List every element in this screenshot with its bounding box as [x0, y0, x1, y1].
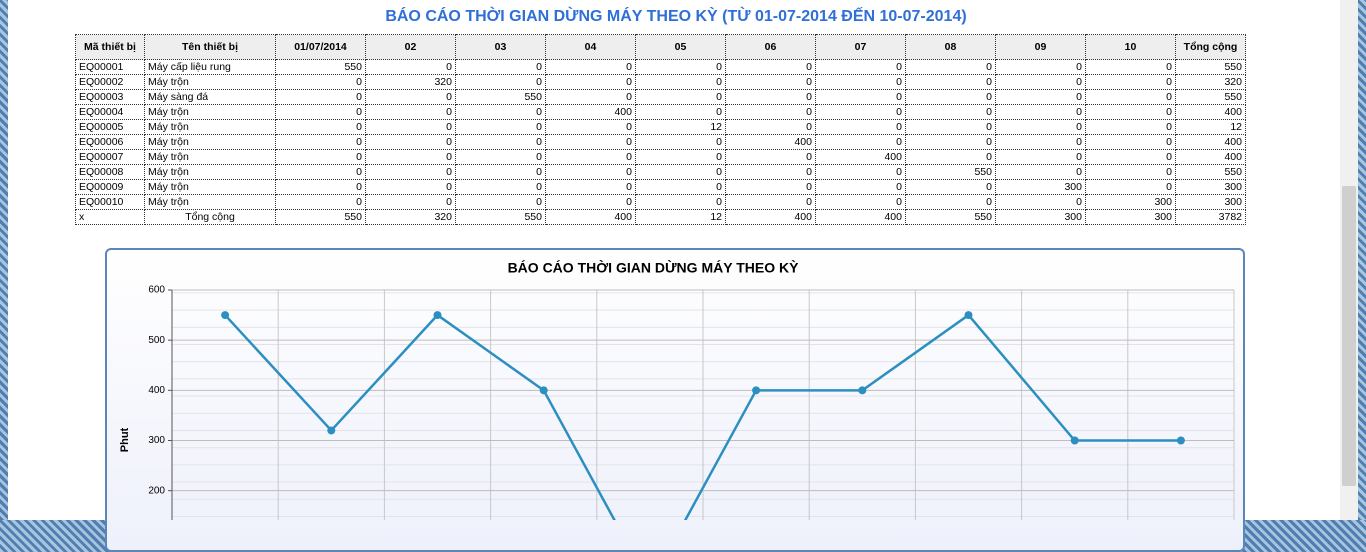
cell: EQ00009	[75, 179, 145, 195]
y-tick-label: 200	[148, 485, 165, 496]
column-header: 02	[365, 34, 456, 60]
cell: 550	[275, 209, 366, 225]
cell: 300	[1175, 179, 1246, 195]
cell: 300	[1085, 194, 1176, 210]
cell: EQ00002	[75, 74, 145, 90]
total-row: x Tổng cộng 550 320 550 400 12 400 400 550 300 300 3…	[75, 209, 1246, 225]
column-header: 01/07/2014	[275, 34, 366, 60]
cell: 400	[1175, 149, 1246, 165]
scrollbar[interactable]	[1340, 0, 1358, 520]
cell: 300	[1085, 209, 1176, 225]
y-tick-label: 500	[148, 335, 165, 346]
point	[221, 311, 230, 320]
point	[964, 311, 973, 320]
chart: BÁO CÁO THỜI GIAN DỪNG MÁY THEO KỲ Phut …	[119, 259, 1235, 520]
point	[539, 386, 548, 395]
point	[858, 386, 867, 395]
column-header: 09	[995, 34, 1086, 60]
column-header: 07	[815, 34, 906, 60]
cell: EQ00007	[75, 149, 145, 165]
column-header: 05	[635, 34, 726, 60]
table-row: EQ00002 Máy trộn 0 320 0 0 0 0 0 0 0 0 320	[75, 74, 1246, 90]
point	[1070, 436, 1079, 445]
report-title: BÁO CÁO THỜI GIAN DỪNG MÁY THEO KỲ (TỪ 0…	[385, 8, 967, 25]
cell: EQ00001	[75, 59, 145, 75]
column-header: 06	[725, 34, 816, 60]
table-row: EQ00005 Máy trộn 0 0 0 0 12 0 0 0 0 0 12	[75, 119, 1246, 135]
column-header: Mã thiết bị	[75, 34, 145, 60]
cell: Máy trộn	[144, 119, 276, 135]
cell: Tổng cộng	[144, 209, 276, 225]
y-tick-label: 600	[148, 285, 165, 296]
line	[224, 313, 1181, 520]
column-header: 03	[455, 34, 546, 60]
chart-title: BÁO CÁO THỜI GIAN DỪNG MÁY THEO KỲ	[508, 259, 800, 276]
cell: 550	[905, 209, 996, 225]
cell: 400	[815, 209, 906, 225]
column-header: 08	[905, 34, 996, 60]
y-tick-label: 300	[148, 435, 165, 446]
cell: 300	[1175, 194, 1246, 210]
cell: Máy sàng đá	[144, 89, 276, 105]
point	[1176, 436, 1185, 445]
scroll-thumb[interactable]	[1342, 186, 1356, 486]
report-table: Mã thiết bị Tên thiết bị 01/07/2014 02 03 04 0…	[75, 34, 1246, 225]
table-row: EQ00010 Máy trộn 0 0 0 0 0 0 0 0 0 300 300	[75, 194, 1246, 210]
point	[327, 426, 336, 435]
cell: 3782	[1175, 209, 1246, 225]
cell: 400	[1175, 104, 1246, 120]
column-header: 10	[1085, 34, 1176, 60]
table-row: EQ00004 Máy trộn 0 0 0 400 0 0 0 0 0 0 400	[75, 104, 1246, 120]
cell: 550	[1175, 164, 1246, 180]
cell: EQ00008	[75, 164, 145, 180]
point	[433, 311, 442, 320]
cell: 320	[1175, 74, 1246, 90]
point	[752, 386, 761, 395]
y-tick-label: 400	[148, 385, 165, 396]
y-axis-label: Phut	[119, 427, 131, 452]
cell: 320	[365, 74, 456, 90]
cell: EQ00010	[75, 194, 145, 210]
cell: x	[75, 209, 145, 225]
cell: 320	[365, 209, 456, 225]
